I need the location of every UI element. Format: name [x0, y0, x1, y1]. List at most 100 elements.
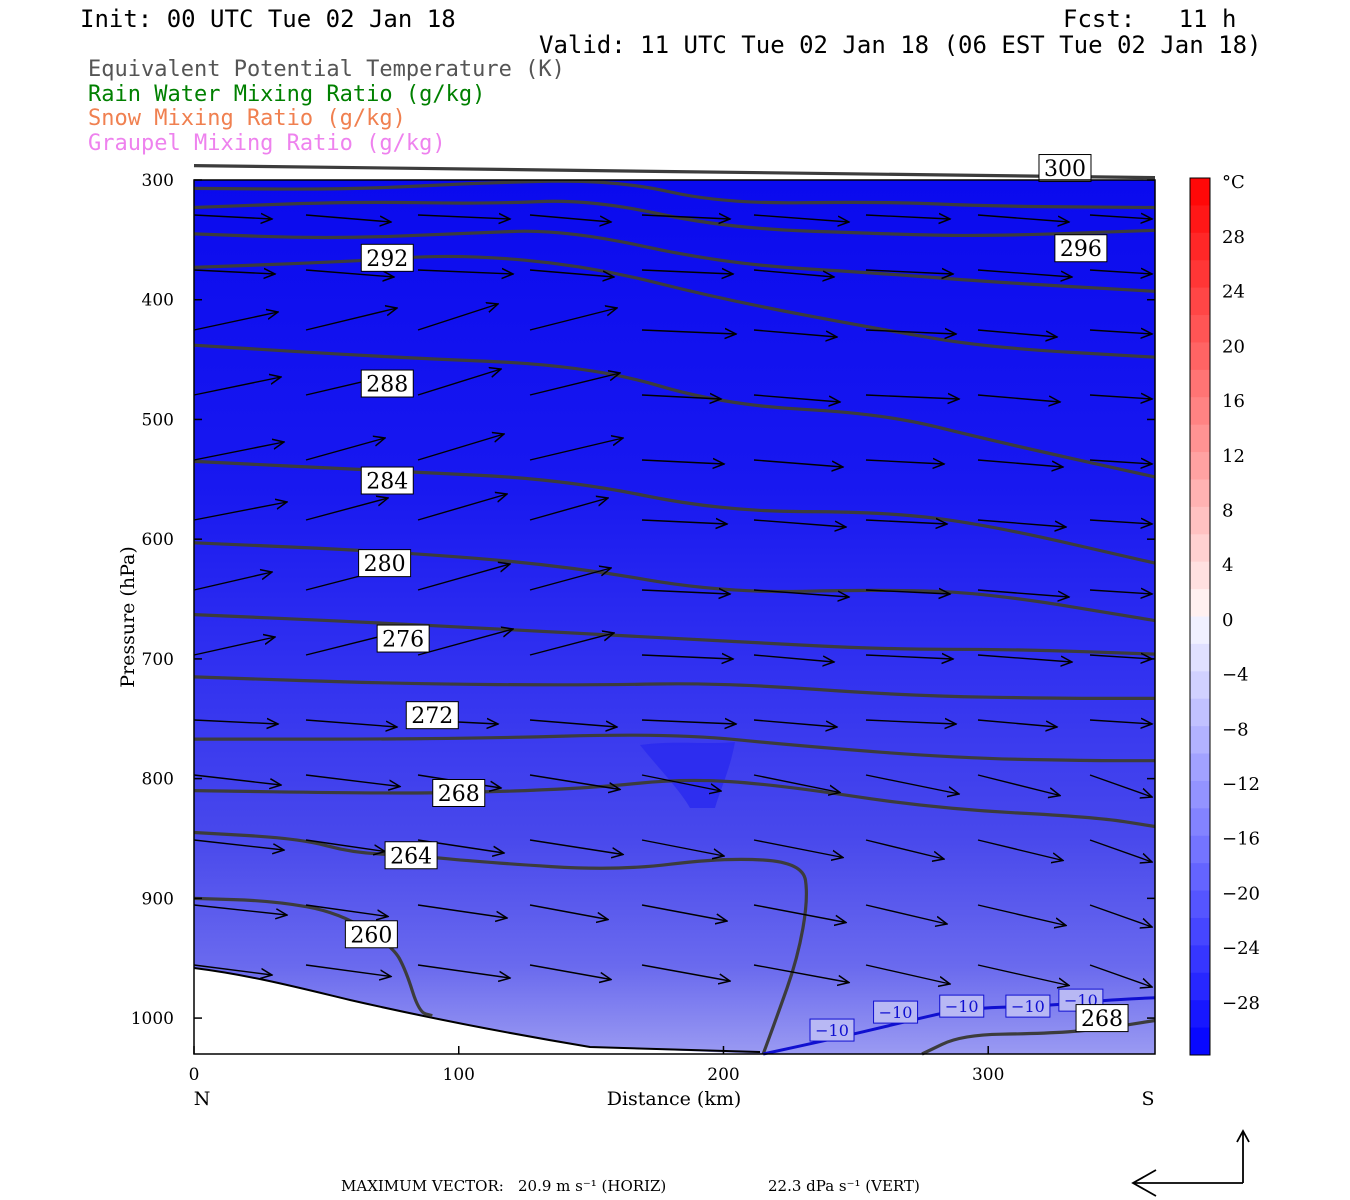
colorbar-segment — [1190, 506, 1210, 535]
colorbar-segment — [1190, 287, 1210, 316]
wind-vector — [1089, 964, 1152, 987]
wind-vector — [865, 590, 950, 594]
wind-vector — [1089, 590, 1152, 594]
y-tick-label: 400 — [142, 291, 174, 311]
contour-label-box — [360, 369, 414, 398]
endpoint-south: S — [1141, 1088, 1154, 1110]
wind-vector — [865, 839, 944, 859]
wind-vector — [753, 589, 849, 597]
wind-vector — [641, 904, 727, 921]
contour-label-268: 268 — [438, 782, 480, 807]
wind-vector — [305, 308, 397, 331]
wind-vector — [529, 774, 620, 790]
colorbar-label: 4 — [1222, 555, 1233, 576]
contour-label-box — [360, 466, 414, 495]
y-tick-label: 900 — [142, 889, 174, 909]
wind-vector — [305, 839, 385, 852]
wind-vector — [865, 520, 947, 524]
wind-vector — [865, 215, 950, 219]
wind-vector — [977, 459, 1063, 467]
wind-vector — [977, 964, 1069, 986]
theta-e-contour-292 — [193, 343, 1156, 479]
wind-vector — [1089, 839, 1152, 862]
wind-vector — [1089, 270, 1152, 274]
wind-vector — [417, 629, 513, 656]
contour-label-box — [1038, 154, 1092, 183]
contour-label-box — [358, 549, 412, 578]
wind-vector — [417, 434, 504, 461]
wind-vector — [529, 214, 611, 222]
wind-vector — [529, 719, 617, 727]
colorbar-segment — [1190, 917, 1210, 946]
colorbar-label: −20 — [1222, 883, 1260, 904]
wind-vector — [977, 839, 1063, 861]
wind-vector — [529, 964, 611, 980]
colorbar-label: 12 — [1222, 446, 1245, 467]
contour-label-276: 276 — [382, 628, 424, 653]
wind-vector — [529, 568, 611, 591]
wind-vector — [641, 590, 730, 594]
temp-label-box — [873, 1000, 919, 1024]
wind-vector — [865, 774, 959, 794]
wind-vector — [193, 215, 272, 219]
wind-vector — [977, 654, 1072, 662]
wind-vector — [641, 395, 721, 399]
colorbar-segment — [1190, 178, 1210, 206]
wind-vector — [753, 964, 849, 983]
colorbar-label: −16 — [1222, 829, 1260, 850]
theta-e-contour-264 — [193, 830, 808, 1055]
legend-theta-e: Equivalent Potential Temperature (K) — [88, 57, 565, 82]
wind-vector — [753, 654, 834, 662]
wind-vector — [865, 655, 953, 659]
contour-label-280: 280 — [364, 552, 406, 577]
wind-vector — [865, 904, 947, 924]
wind-vector — [641, 774, 721, 791]
wind-vector — [529, 269, 614, 277]
wind-vector — [753, 719, 837, 727]
wind-vector — [305, 498, 388, 521]
wind-vector — [305, 438, 385, 461]
y-axis-label: Pressure (hPa) — [117, 546, 139, 688]
colorbar-segment — [1190, 1027, 1210, 1056]
wind-vector — [977, 519, 1066, 527]
wind-vector — [977, 589, 1069, 597]
contour-label-box — [360, 243, 414, 272]
colorbar-segment — [1190, 561, 1210, 590]
colorbar-segment — [1190, 315, 1210, 343]
wind-vector — [753, 329, 837, 337]
contour-label-272: 272 — [411, 704, 453, 729]
wind-vector — [1089, 215, 1152, 219]
temp-label: −10 — [945, 997, 979, 1016]
legend-snow: Snow Mixing Ratio (g/kg) — [88, 106, 406, 131]
forecast-hour: Fcst: 11 h — [1063, 5, 1237, 33]
x-tick-label: 100 — [443, 1065, 475, 1085]
temp-label-box — [1005, 994, 1051, 1018]
colorbar-segment — [1190, 424, 1210, 453]
wind-vector — [865, 270, 953, 274]
colorbar-segment — [1190, 835, 1210, 864]
wind-vector — [865, 395, 959, 399]
temp-label: −10 — [815, 1021, 849, 1040]
colorbar-label: −8 — [1222, 719, 1249, 740]
wind-vector — [977, 904, 1066, 926]
colorbar-segment — [1190, 726, 1210, 755]
temp-label-box — [809, 1018, 855, 1042]
theta-e-contour-268 — [193, 778, 1156, 829]
wind-vector — [977, 214, 1069, 222]
colorbar-segment — [1190, 616, 1210, 645]
colorbar-segment — [1190, 232, 1210, 261]
colorbar-segment — [1190, 260, 1210, 289]
colorbar-label: −24 — [1222, 938, 1260, 959]
wind-vector — [193, 270, 275, 274]
wind-vector — [865, 330, 956, 334]
wind-vector — [305, 719, 397, 727]
contour-label-box — [432, 778, 486, 807]
colorbar-label: 28 — [1222, 227, 1245, 248]
theta-e-contour-284 — [193, 541, 1156, 623]
wind-vector — [977, 774, 1060, 796]
wind-vector — [529, 498, 608, 521]
colorbar-segment — [1190, 972, 1210, 1001]
wind-vector — [865, 460, 944, 464]
colorbar-segment — [1190, 863, 1210, 892]
